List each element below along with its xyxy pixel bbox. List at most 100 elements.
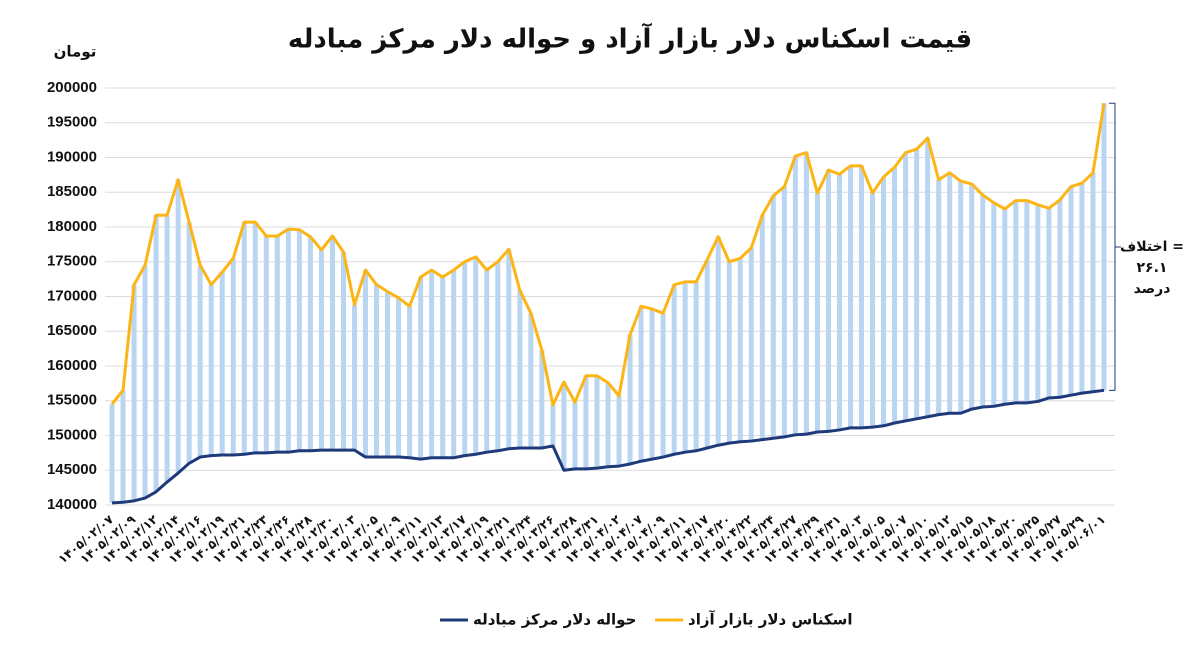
range-band xyxy=(340,252,346,451)
range-band xyxy=(285,229,291,453)
legend-label: حواله دلار مرکز مبادله xyxy=(473,611,636,629)
annotation: ۲۶.۱ xyxy=(1137,260,1168,276)
range-band xyxy=(219,272,225,455)
y-tick-label: 145000 xyxy=(47,461,97,478)
range-band xyxy=(814,192,820,433)
range-band xyxy=(263,236,269,453)
range-band xyxy=(462,261,468,456)
range-band xyxy=(969,183,975,410)
range-band xyxy=(241,222,247,455)
range-band xyxy=(109,404,115,503)
range-band xyxy=(561,381,567,471)
range-band xyxy=(881,176,887,426)
range-band xyxy=(980,195,986,408)
range-band xyxy=(1057,199,1063,398)
series-line xyxy=(110,103,1106,407)
range-band xyxy=(803,152,809,435)
range-band xyxy=(1002,208,1008,405)
range-band xyxy=(550,404,556,446)
range-band xyxy=(781,186,787,437)
range-band xyxy=(914,149,920,419)
y-tick-label: 195000 xyxy=(47,114,97,131)
range-band xyxy=(737,258,743,442)
range-band xyxy=(825,170,831,432)
y-tick-label: 180000 xyxy=(47,218,97,235)
y-tick-label: 175000 xyxy=(47,253,97,270)
y-tick-label: 160000 xyxy=(47,357,97,374)
range-band xyxy=(870,192,876,428)
range-band xyxy=(363,270,369,458)
bracket xyxy=(1109,102,1121,391)
range-band xyxy=(660,313,666,458)
range-band xyxy=(748,247,754,442)
range-band xyxy=(1013,200,1019,403)
range-band xyxy=(307,236,313,451)
range-band xyxy=(947,172,953,414)
range-band xyxy=(517,290,523,449)
range-band xyxy=(704,259,710,449)
range-band xyxy=(153,215,159,492)
range-band xyxy=(859,165,865,428)
y-axis-label: تومان xyxy=(54,43,97,61)
range-band xyxy=(693,281,699,451)
y-tick-label: 140000 xyxy=(47,496,97,513)
y-tick-label: 165000 xyxy=(47,322,97,339)
range-band xyxy=(958,181,964,414)
y-tick-label: 200000 xyxy=(47,79,97,96)
range-band xyxy=(208,284,214,456)
range-band xyxy=(892,167,898,423)
range-band xyxy=(495,261,501,451)
range-band xyxy=(715,236,721,446)
range-band xyxy=(429,270,435,458)
range-band xyxy=(473,256,479,455)
range-band xyxy=(572,402,578,469)
range-band xyxy=(726,261,732,444)
range-band xyxy=(649,309,655,460)
range-band xyxy=(936,179,942,415)
y-tick-label: 185000 xyxy=(47,183,97,200)
range-band xyxy=(385,291,391,458)
range-band xyxy=(451,270,457,458)
legend-label: اسکناس دلار بازار آزاد xyxy=(688,611,853,629)
range-band xyxy=(274,236,280,453)
range-band xyxy=(120,390,126,503)
range-band xyxy=(329,236,335,451)
range-band xyxy=(318,249,324,451)
range-band xyxy=(903,152,909,421)
range-band xyxy=(506,249,512,449)
range-band xyxy=(836,174,842,430)
range-band xyxy=(1101,103,1107,391)
range-band xyxy=(197,265,203,458)
range-band xyxy=(186,222,192,464)
range-band xyxy=(539,350,545,449)
range-band xyxy=(682,281,688,453)
range-band xyxy=(484,270,490,453)
range-band xyxy=(1024,200,1030,403)
range-band xyxy=(131,284,137,501)
range-band xyxy=(1068,186,1074,396)
chart-title: قیمت اسکناس دلار بازار آزاد و حواله دلار… xyxy=(288,23,972,55)
range-band xyxy=(759,215,765,440)
range-band xyxy=(164,215,170,483)
y-tick-label: 150000 xyxy=(47,426,97,443)
y-tick-label: 155000 xyxy=(47,392,97,409)
range-band xyxy=(407,306,413,458)
range-band xyxy=(594,375,600,469)
range-band xyxy=(1035,204,1041,402)
range-band xyxy=(418,277,424,460)
range-band xyxy=(440,277,446,458)
range-band xyxy=(583,375,589,469)
range-band xyxy=(296,229,302,451)
range-band xyxy=(142,265,148,499)
range-band xyxy=(528,313,534,449)
range-band xyxy=(396,297,402,458)
y-tick-label: 190000 xyxy=(47,148,97,165)
range-band xyxy=(605,382,611,467)
range-band xyxy=(1079,183,1085,394)
range-band xyxy=(1046,208,1052,398)
range-band xyxy=(374,284,380,458)
range-band xyxy=(792,156,798,435)
range-band xyxy=(638,306,644,462)
range-band xyxy=(671,284,677,455)
